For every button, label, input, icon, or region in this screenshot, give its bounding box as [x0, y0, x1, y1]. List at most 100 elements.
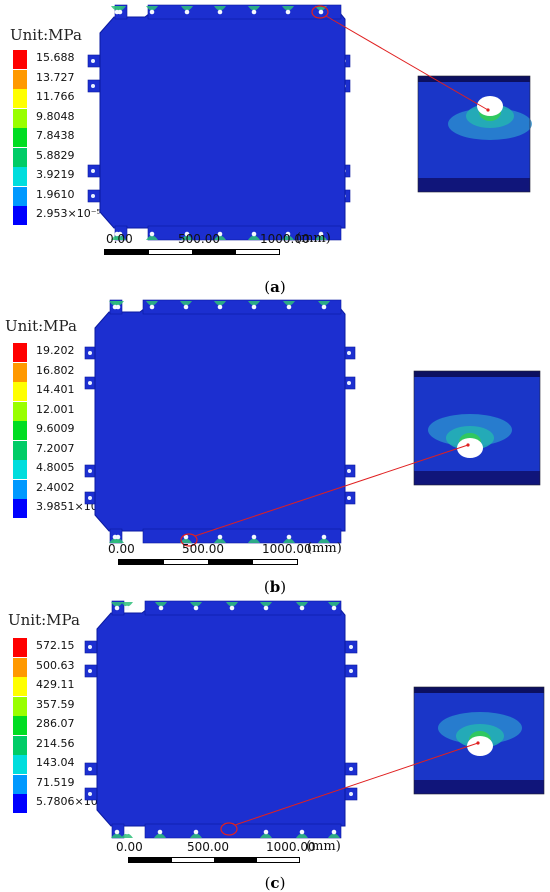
legend-swatch: [13, 167, 27, 186]
bolt-hole: [91, 59, 95, 63]
zoom-bolt-hole: [467, 736, 493, 756]
stress-contour-model: [84, 600, 545, 839]
bolt-hotspot: [296, 829, 308, 838]
bolt-hotspot: [328, 602, 340, 611]
legend-value: 14.401: [36, 383, 75, 396]
bolt-hole: [88, 645, 92, 649]
bolt-hotspot: [190, 602, 202, 611]
legend-swatch: [13, 50, 27, 69]
bolt-hotspot: [180, 301, 192, 310]
panel-a: Unit:MPa 15.688 13.727 11.766 9.8048 7.8438 5.…: [0, 0, 550, 297]
bolt-hotspot: [111, 829, 123, 838]
legend-swatch: [13, 440, 27, 460]
bolt-hotspot: [146, 231, 158, 240]
legend-value: 16.802: [36, 363, 75, 377]
legend-value: 7.8438: [36, 129, 75, 142]
bolt-hotspot: [282, 6, 294, 15]
legend-swatch: [13, 716, 27, 735]
scale-bar: [104, 249, 280, 255]
scale-unit-label: (mm): [307, 541, 342, 556]
scale-tick-label: 500.00: [178, 232, 220, 246]
legend-swatch: [13, 499, 27, 518]
legend-value: 357.59: [36, 697, 75, 711]
zoom-inset: [413, 370, 541, 486]
legend-unit-label: Unit:MPa: [5, 317, 77, 335]
bolt-hole: [88, 669, 92, 673]
legend-value: 500.63: [36, 658, 75, 672]
bolt-hotspot: [328, 829, 340, 838]
legend-swatch: [13, 108, 27, 128]
plate-body: [94, 307, 346, 532]
stress-contour-model: [84, 299, 541, 547]
bolt-hotspot: [248, 6, 260, 15]
scale-tick-label: 500.00: [187, 840, 229, 854]
panel-c: Unit:MPa 572.15 500.63 429.11 357.59 286.07 21…: [0, 593, 550, 892]
bolt-hotspot: [114, 6, 126, 15]
legend-swatch: [13, 696, 27, 716]
panel-b: Unit:MPa 19.202 16.802 14.401 12.001 9.6009 7.…: [0, 297, 550, 596]
callout-circle: [220, 822, 238, 836]
legend-value: 13.727: [36, 70, 75, 84]
bolt-hole: [88, 767, 92, 771]
top-mount-strip: [144, 600, 342, 616]
legend-value: 15.688: [36, 51, 75, 64]
callout-line: [325, 15, 489, 111]
scale-bar-segment: [256, 858, 299, 862]
callout-line: [194, 444, 469, 537]
legend-value: 4.8005: [36, 461, 75, 474]
callout-point: [476, 741, 480, 745]
scale-bar-segment: [252, 560, 297, 564]
scale-bar-segment: [105, 250, 149, 254]
plate-body: [99, 12, 346, 229]
legend-swatch: [13, 735, 27, 755]
legend-swatch: [13, 421, 27, 440]
legend-swatch: [13, 382, 27, 401]
zoom-bolt-hole: [457, 438, 483, 458]
callout-circle: [311, 5, 329, 19]
legend-swatch: [13, 128, 27, 147]
legend-swatch: [13, 343, 27, 362]
bolt-hole: [349, 669, 353, 673]
legend-swatch: [13, 460, 27, 479]
legend-swatch: [13, 677, 27, 696]
scale-bar-segment: [119, 560, 164, 564]
legend-value: 1.9610: [36, 187, 75, 201]
panel-caption-letter: b: [269, 578, 281, 596]
bolt-hotspot: [154, 829, 166, 838]
scale-tick-label: 1000.00: [262, 542, 312, 556]
bolt-hotspot: [283, 534, 295, 543]
legend-value: 71.519: [36, 775, 75, 789]
bolt-hotspot: [248, 301, 260, 310]
bolt-hotspot: [181, 6, 193, 15]
bolt-hotspot: [214, 231, 226, 240]
scale-unit-label: (mm): [296, 231, 331, 246]
bolt-hole: [347, 469, 351, 473]
scale-unit-label: (mm): [306, 839, 341, 854]
bolt-hotspot: [181, 231, 193, 240]
legend-swatch: [13, 362, 27, 382]
bolt-hole: [347, 351, 351, 355]
callout-point: [486, 108, 490, 112]
bolt-hotspot: [214, 534, 226, 543]
scale-tick-label: 0.00: [106, 232, 133, 246]
panel-caption: (c): [264, 874, 286, 892]
top-mount-strip: [147, 4, 342, 20]
scale-bar-segment: [208, 560, 253, 564]
bolt-hole: [91, 194, 95, 198]
legend-swatch: [13, 774, 27, 794]
scale-bar: [118, 559, 298, 565]
legend-swatch: [13, 638, 27, 657]
bolt-hole: [91, 169, 95, 173]
panel-caption: (a): [264, 278, 286, 296]
legend-swatch: [13, 401, 27, 421]
legend-value: 12.001: [36, 402, 75, 416]
scale-tick-label: 1000.00: [266, 840, 316, 854]
scale-bar-segment: [129, 858, 172, 862]
legend-swatch: [13, 657, 27, 677]
legend-value: 572.15: [36, 639, 75, 652]
bolt-hotspot: [109, 534, 121, 543]
bolt-hotspot: [248, 231, 260, 240]
panel-caption: (b): [263, 578, 287, 596]
legend-value: 5.8829: [36, 148, 75, 162]
bolt-hotspot: [214, 301, 226, 310]
